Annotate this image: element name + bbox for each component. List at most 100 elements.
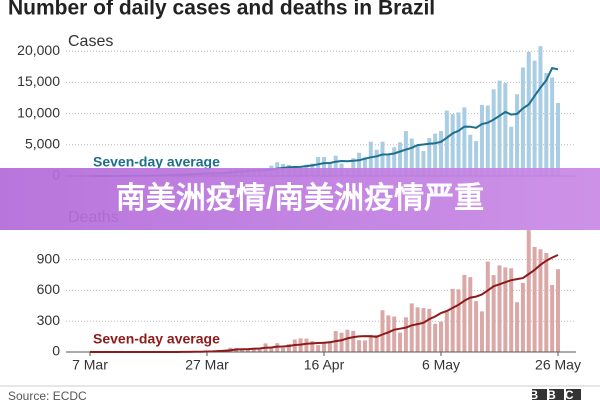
bar	[509, 268, 514, 352]
bar	[556, 103, 560, 176]
bar	[456, 289, 461, 352]
bar	[485, 261, 490, 352]
x-tick-label: 27 Mar	[185, 357, 229, 373]
bar	[462, 274, 467, 352]
bar	[444, 110, 449, 176]
bar	[351, 330, 356, 352]
bar	[322, 341, 326, 352]
bar	[462, 107, 467, 176]
bar	[538, 249, 543, 352]
bar	[532, 246, 537, 352]
x-tick-label: 7 Mar	[72, 357, 108, 373]
bar	[403, 317, 408, 352]
y-tick-label: 900	[37, 250, 61, 266]
bar	[550, 77, 555, 176]
bar	[374, 335, 379, 352]
bar	[415, 145, 420, 176]
bar	[474, 141, 479, 176]
bar	[380, 141, 385, 176]
bar	[520, 282, 525, 352]
annotation: Seven-day average	[93, 154, 220, 170]
bar	[240, 349, 245, 352]
bar	[515, 302, 520, 352]
panel-label: Cases	[68, 33, 113, 50]
bar	[403, 131, 408, 176]
bar	[421, 151, 426, 176]
bar	[345, 329, 350, 352]
bar	[491, 275, 496, 352]
x-tick-label: 6 May	[422, 357, 460, 373]
bar	[257, 347, 262, 352]
y-tick-label: 600	[37, 281, 61, 297]
source: Source: ECDC	[8, 389, 87, 400]
bar	[339, 332, 344, 352]
annotation: Seven-day average	[93, 331, 220, 347]
bar	[415, 307, 420, 352]
bar	[398, 332, 403, 352]
bar	[310, 341, 315, 352]
bar	[468, 134, 473, 176]
bar	[433, 133, 438, 176]
bar	[439, 131, 443, 176]
bar	[316, 156, 321, 176]
bar	[380, 310, 385, 352]
bar	[245, 349, 250, 352]
bar	[479, 104, 484, 176]
average-line	[90, 254, 559, 353]
bar	[368, 334, 373, 352]
logo-box	[566, 389, 581, 400]
y-tick-label: 5,000	[25, 136, 60, 152]
bar	[368, 141, 373, 176]
bar	[386, 154, 391, 176]
bar	[550, 284, 555, 352]
logo-text: BBC	[530, 388, 583, 400]
y-tick-label: 20,000	[17, 42, 60, 58]
bar	[269, 348, 274, 352]
y-tick-label: 0	[52, 343, 60, 359]
bar	[322, 156, 326, 176]
logo-box	[549, 389, 564, 400]
bar	[503, 267, 508, 352]
bar	[479, 311, 484, 352]
bar	[450, 114, 455, 176]
y-tick-label: 10,000	[17, 104, 60, 120]
logo: BBC	[530, 388, 583, 400]
bar	[544, 252, 549, 352]
y-tick-label: 300	[37, 312, 61, 328]
bar	[444, 311, 449, 352]
x-tick-label: 26 May	[535, 357, 581, 373]
bar	[392, 316, 397, 352]
bar	[526, 51, 531, 176]
y-tick-label: 15,000	[17, 73, 60, 89]
bar	[556, 269, 560, 352]
bar	[281, 347, 286, 352]
bar	[286, 343, 291, 352]
bar	[474, 301, 479, 352]
bar	[409, 138, 414, 176]
bar	[538, 46, 543, 176]
logo-box	[532, 389, 547, 400]
bar	[421, 308, 426, 352]
bar	[357, 340, 362, 352]
bar	[433, 323, 438, 352]
bar	[509, 126, 514, 176]
bar	[362, 157, 367, 176]
bar	[439, 321, 443, 352]
bar	[304, 338, 309, 352]
bar	[333, 155, 338, 176]
bar	[468, 277, 473, 352]
bar	[374, 149, 379, 176]
bar	[327, 341, 332, 352]
chart-title: Number of daily cases and deaths in Braz…	[8, 0, 435, 20]
bar	[362, 340, 367, 352]
bar	[497, 265, 502, 352]
bar	[398, 142, 403, 176]
bar	[497, 80, 502, 176]
bar	[520, 67, 525, 176]
bar	[392, 147, 397, 176]
bar	[491, 89, 496, 176]
bar	[485, 105, 490, 176]
bar	[386, 315, 391, 352]
